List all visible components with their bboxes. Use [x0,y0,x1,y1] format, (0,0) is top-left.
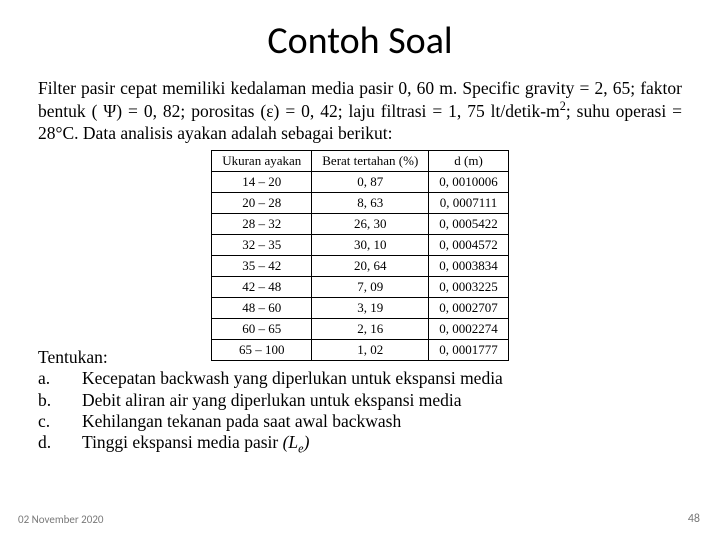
list-item: a.Kecepatan backwash yang diperlukan unt… [38,368,682,389]
table-row: 20 – 288, 630, 0007111 [212,192,509,213]
col-header-ukuran: Ukuran ayakan [212,150,312,171]
table-cell: 0, 0002707 [429,297,509,318]
footer-page-number: 48 [688,512,700,526]
table-cell: 20 – 28 [212,192,312,213]
slide-title: Contoh Soal [38,18,682,64]
table-cell: 7, 09 [312,276,429,297]
col-header-d: d (m) [429,150,509,171]
table-cell: 0, 0003834 [429,255,509,276]
table-row: 65 – 1001, 020, 0001777 [212,339,509,360]
table-cell: 20, 64 [312,255,429,276]
table-row: 60 – 652, 160, 0002274 [212,318,509,339]
table-cell: 0, 0007111 [429,192,509,213]
table-cell: 30, 10 [312,234,429,255]
table-row: 32 – 3530, 100, 0004572 [212,234,509,255]
table-cell: 0, 0005422 [429,213,509,234]
table-cell: 28 – 32 [212,213,312,234]
table-cell: 32 – 35 [212,234,312,255]
footer-date: 02 November 2020 [18,513,104,526]
table-cell: 2, 16 [312,318,429,339]
table-cell: 60 – 65 [212,318,312,339]
table-cell: 42 – 48 [212,276,312,297]
table-row: 42 – 487, 090, 0003225 [212,276,509,297]
table-row: 14 – 200, 870, 0010006 [212,171,509,192]
table-cell: 0, 0001777 [429,339,509,360]
sieve-analysis-table: Ukuran ayakan Berat tertahan (%) d (m) 1… [211,150,509,361]
table-cell: 8, 63 [312,192,429,213]
table-cell: 35 – 42 [212,255,312,276]
table-cell: 26, 30 [312,213,429,234]
table-cell: 48 – 60 [212,297,312,318]
table-cell: 0, 0010006 [429,171,509,192]
table-cell: 14 – 20 [212,171,312,192]
table-row: 35 – 4220, 640, 0003834 [212,255,509,276]
table-cell: 3, 19 [312,297,429,318]
question-block: Tentukan: a.Kecepatan backwash yang dipe… [38,347,682,457]
list-item: c.Kehilangan tekanan pada saat awal back… [38,411,682,432]
list-item: d.Tinggi ekspansi media pasir (Le) [38,432,682,456]
col-header-berat: Berat tertahan (%) [312,150,429,171]
table-cell: 0, 0003225 [429,276,509,297]
table-row: 28 – 3226, 300, 0005422 [212,213,509,234]
table-row: 48 – 603, 190, 0002707 [212,297,509,318]
table-cell: 0, 87 [312,171,429,192]
description-paragraph: Filter pasir cepat memiliki kedalaman me… [38,78,682,144]
table-cell: 0, 0004572 [429,234,509,255]
table-cell: 0, 0002274 [429,318,509,339]
list-item: b.Debit aliran air yang diperlukan untuk… [38,390,682,411]
